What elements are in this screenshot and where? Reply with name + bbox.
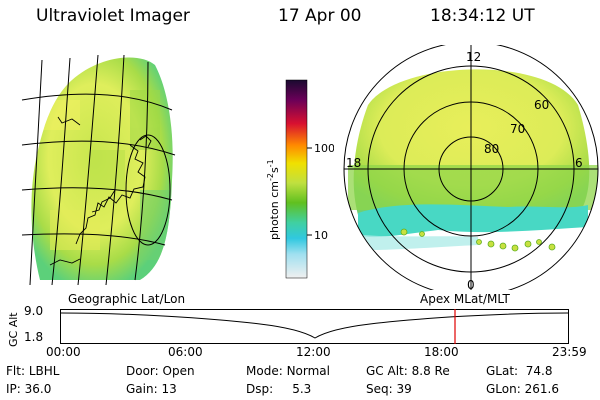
auroral-spots (400, 228, 556, 252)
date-label: 17 Apr 00 (278, 6, 362, 26)
mlat-label-60: 60 (534, 98, 549, 112)
seq-value: 39 (396, 382, 412, 396)
gc-alt-axis-label: GC Alt (6, 309, 20, 349)
time-tick-0600: 06:00 (168, 345, 203, 359)
glon-value: 261.6 (524, 382, 559, 396)
colorbar-tick-10: 10 (314, 229, 328, 242)
altitude-curve (60, 312, 569, 339)
mlt-label-6: 6 (575, 156, 583, 170)
altitude-timeline-plot (60, 309, 569, 344)
time-tick-2359: 23:59 (552, 345, 587, 359)
apex-panel-label: Apex MLat/MLT (420, 292, 510, 306)
door-value: Open (162, 364, 195, 378)
gc-alt-info: GC Alt: 8.8 Re (366, 364, 450, 378)
time-tick-1800: 18:00 (424, 345, 459, 359)
dsp-value: 5.3 (292, 382, 312, 396)
glat-info: GLat: 74.8 (486, 364, 553, 378)
seq-info: Seq: 39 (366, 382, 412, 396)
polar-grid (343, 45, 599, 290)
lat-lon-grid (21, 54, 176, 285)
colorbar-unit-label: photon cm-2s-1 (266, 159, 281, 240)
svg-text:GC Alt: GC Alt (7, 312, 20, 347)
glat-value: 74.8 (525, 364, 553, 378)
mlt-label-12: 12 (466, 50, 481, 64)
glon-info: GLon: 261.6 (486, 382, 559, 396)
dsp-info: Dsp: 5.3 (246, 382, 312, 396)
polar-aurora-image (348, 69, 598, 250)
ip-info: IP: 36.0 (6, 382, 52, 396)
coastline-outline (49, 116, 152, 266)
gain-info: Gain: 13 (126, 382, 177, 396)
time-tick-0000: 00:00 (46, 345, 81, 359)
instrument-title: Ultraviolet Imager (36, 6, 190, 26)
mode-info: Mode: Normal (246, 364, 330, 378)
color-scale-bar: 100 10 photon cm-2s-1 (266, 79, 334, 279)
gain-value: 13 (161, 382, 177, 396)
altitude-plot-frame (60, 309, 569, 344)
geographic-image-panel (21, 54, 176, 285)
alt-ymax-label: 9.0 (24, 304, 44, 318)
time-label: 18:34:12 UT (430, 6, 535, 26)
filter-info: Flt: LBHL (6, 364, 60, 378)
mlat-label-80: 80 (484, 142, 499, 156)
door-info: Door: Open (126, 364, 195, 378)
gc-alt-value: 8.8 Re (411, 364, 450, 378)
alt-ymin-label: 1.8 (24, 330, 44, 344)
ip-value: 36.0 (24, 382, 52, 396)
mlat-label-70: 70 (510, 122, 525, 136)
geographic-aurora-image (31, 57, 173, 281)
polar-plot-panel: 12 18 6 0 60 70 80 (343, 45, 599, 290)
geographic-panel-label: Geographic Lat/Lon (68, 292, 186, 306)
mlt-label-0: 0 (467, 278, 475, 290)
mode-value: Normal (286, 364, 330, 378)
filter-value: LBHL (28, 364, 60, 378)
time-tick-1200: 12:00 (296, 345, 331, 359)
colorbar-tick-100: 100 (314, 142, 334, 155)
mlt-label-18: 18 (346, 156, 361, 170)
color-gradient (285, 79, 308, 279)
